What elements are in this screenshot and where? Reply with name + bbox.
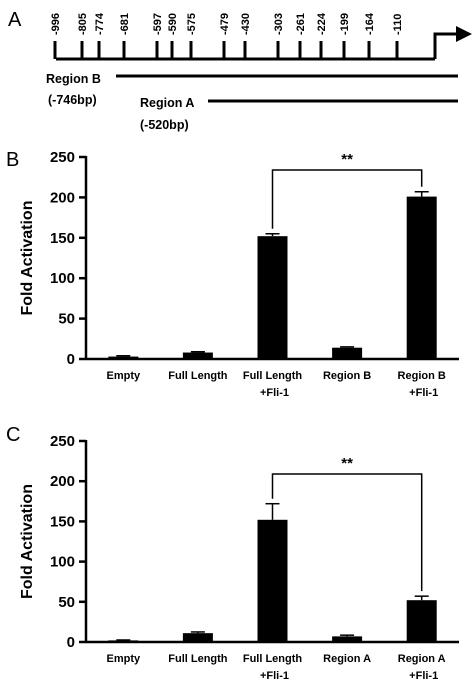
y-tick-label: 250 xyxy=(50,149,75,166)
position-label: -774 xyxy=(94,12,106,35)
position-label: -996 xyxy=(50,13,62,35)
bar xyxy=(332,347,363,359)
position-label: -681 xyxy=(119,13,131,35)
position-label: -597 xyxy=(152,13,164,35)
y-tick-label: 250 xyxy=(50,433,75,450)
x-category-label: +Fli-1 xyxy=(409,670,438,682)
tss-arrowhead xyxy=(456,26,472,42)
position-label: -590 xyxy=(167,13,179,35)
y-tick-label: 0 xyxy=(67,351,75,368)
x-category-label: +Fli-1 xyxy=(409,387,438,399)
panel-c-letter: C xyxy=(6,424,20,446)
panel-a-promoter-map: A -996 -805 -774 -681 -597 -590 -575 -479 -430 -3… xyxy=(8,9,472,132)
y-tick-label: 0 xyxy=(67,634,75,651)
bar xyxy=(182,633,213,642)
bar xyxy=(332,636,363,642)
tss-arrow-stem xyxy=(433,32,456,59)
position-label: -430 xyxy=(240,13,252,35)
x-category-label: +Fli-1 xyxy=(260,387,289,399)
bar xyxy=(108,356,139,359)
bar xyxy=(406,600,437,642)
position-label: -110 xyxy=(392,14,404,35)
y-tick-label: 150 xyxy=(50,230,75,247)
region-a-length: (-520bp) xyxy=(140,118,189,132)
significance-marker: ** xyxy=(341,455,353,472)
position-label: -164 xyxy=(364,12,376,35)
x-category-label: Empty xyxy=(106,653,141,665)
x-category-label: Full Length xyxy=(168,370,228,382)
bar xyxy=(182,352,213,359)
x-category-label: Full Length xyxy=(243,653,303,665)
y-axis-label: Fold Activation xyxy=(19,201,36,316)
y-tick-label: 200 xyxy=(50,473,75,490)
y-tick-label: 100 xyxy=(50,554,75,571)
chart-panel-c: Fold Activation 0 50 100 150 200 250 Empty Full … xyxy=(19,433,459,682)
position-label: -199 xyxy=(339,13,351,35)
significance-bracket xyxy=(271,169,423,229)
bar xyxy=(257,519,288,642)
y-tick-label: 50 xyxy=(58,594,75,611)
y-tick-label: 200 xyxy=(50,189,75,206)
region-a-label: Region A xyxy=(140,96,194,110)
y-tick-label: 150 xyxy=(50,513,75,530)
x-category-label: Region B xyxy=(398,370,446,382)
bar xyxy=(406,196,437,359)
position-label: -479 xyxy=(219,13,231,35)
x-category-label: Region A xyxy=(323,653,371,665)
position-label: -303 xyxy=(273,13,285,35)
x-category-label: Empty xyxy=(106,370,141,382)
y-tick-label: 100 xyxy=(50,270,75,287)
position-label: -261 xyxy=(295,13,307,35)
x-category-label: +Fli-1 xyxy=(260,670,289,682)
position-label: -224 xyxy=(316,12,328,35)
panel-a-letter: A xyxy=(8,9,22,31)
bar xyxy=(108,640,139,642)
x-category-label: Region B xyxy=(323,370,371,382)
region-b-length: (-746bp) xyxy=(48,93,97,107)
x-category-label: Region A xyxy=(398,653,446,665)
position-label: -575 xyxy=(186,13,198,35)
bar xyxy=(257,236,288,359)
panel-b-letter: B xyxy=(6,149,19,171)
position-label: -805 xyxy=(77,13,89,35)
y-tick-label: 50 xyxy=(58,311,75,328)
significance-bracket xyxy=(271,473,423,592)
region-b-label: Region B xyxy=(46,72,101,86)
chart-panel-b: Fold Activation 0 50 100 150 200 250 Empty Full … xyxy=(19,149,459,399)
x-category-label: Full Length xyxy=(243,370,303,382)
y-axis-label: Fold Activation xyxy=(19,484,36,599)
x-category-label: Full Length xyxy=(168,653,228,665)
position-markers: -996 -805 -774 -681 -597 -590 -575 -479 -430 -303… xyxy=(50,12,404,59)
significance-marker: ** xyxy=(341,151,353,168)
